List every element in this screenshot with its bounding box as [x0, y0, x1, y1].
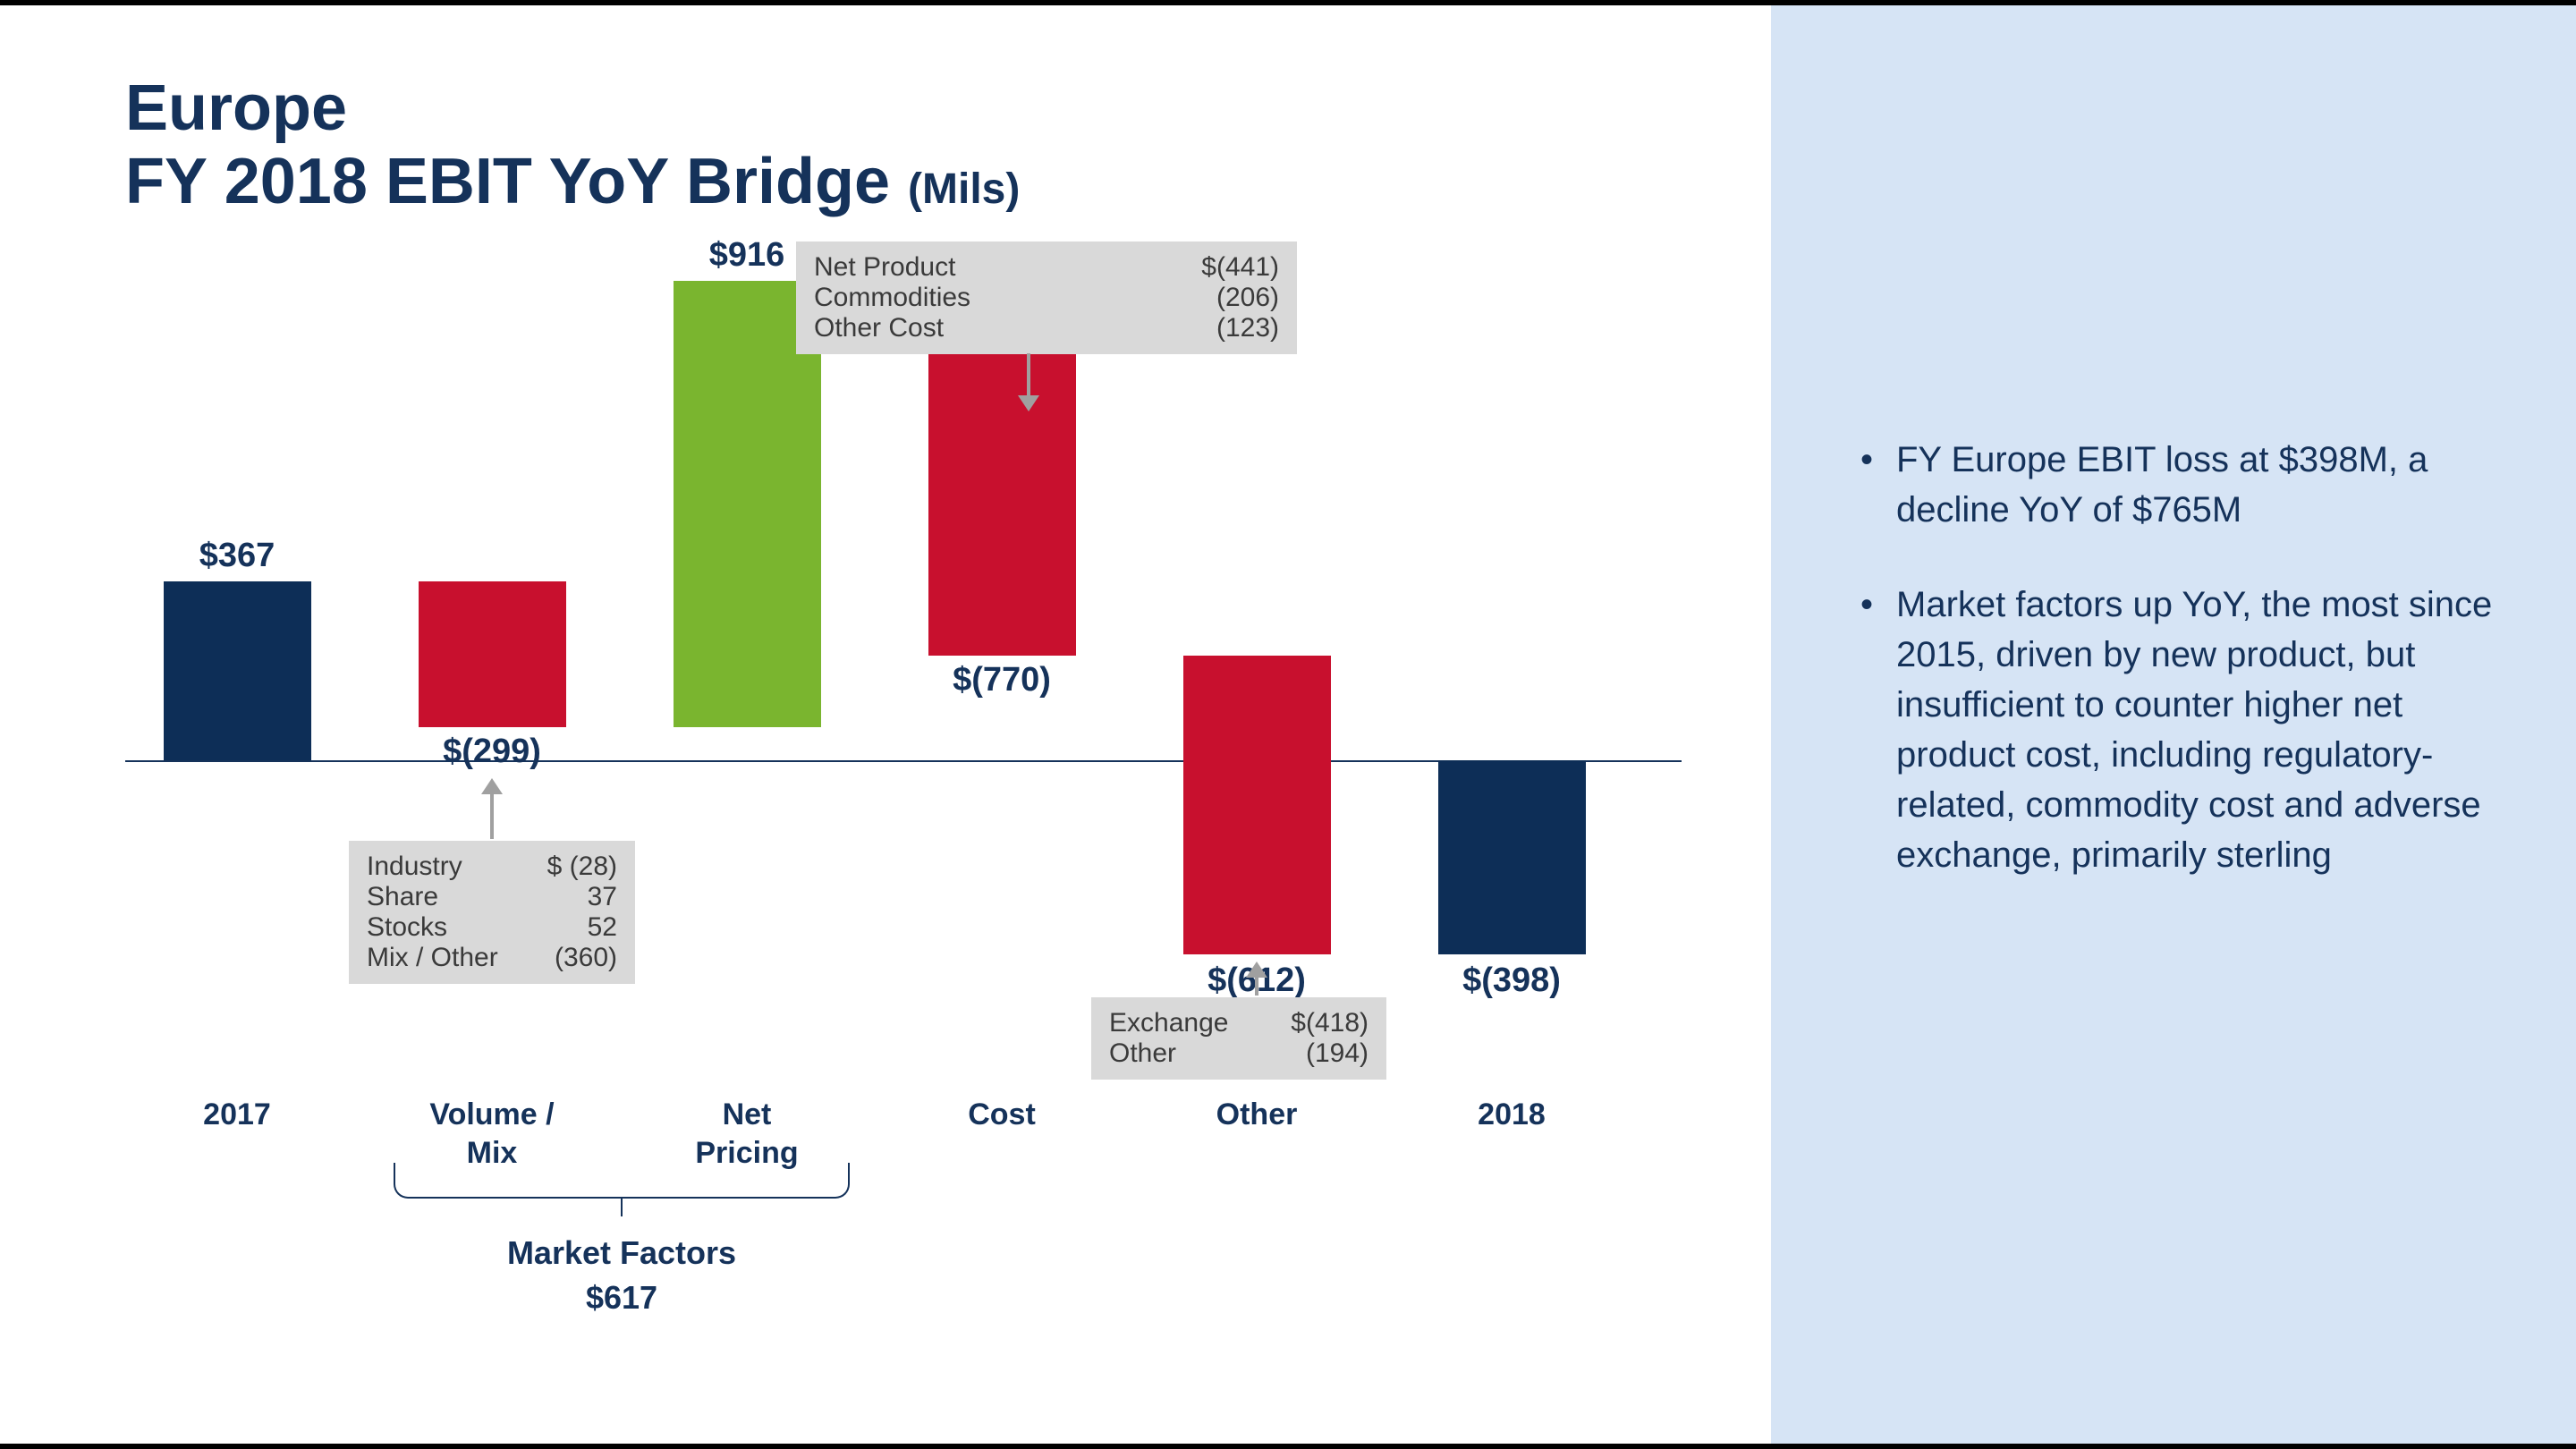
- value-label-netpricing: $916: [709, 236, 785, 275]
- callout-key: Exchange: [1109, 1008, 1228, 1038]
- bar-end: [1438, 760, 1586, 954]
- title-block: Europe FY 2018 EBIT YoY Bridge (Mils): [125, 72, 1020, 218]
- callout-row: Other Cost (123): [814, 313, 1279, 343]
- value-label-start: $367: [199, 537, 275, 575]
- bar-start: [164, 581, 311, 760]
- market-factors-label: Market Factors: [507, 1234, 736, 1272]
- waterfall-chart: $3672017$(299)Volume / Mix$916Net Pricin…: [125, 250, 1699, 1324]
- callout-row: Other (194): [1109, 1038, 1368, 1069]
- callout-val: (360): [555, 943, 617, 973]
- market-factors-bracket-tail: [621, 1199, 623, 1216]
- callout-key: Other: [1109, 1038, 1176, 1069]
- callout-key: Commodities: [814, 283, 970, 313]
- value-label-volmix: $(299): [443, 733, 541, 771]
- callout-arrow-line: [1027, 353, 1030, 395]
- callout-key: Industry: [367, 852, 462, 882]
- callout-arrow-head: [481, 778, 503, 794]
- callout-val: 52: [588, 912, 617, 943]
- callout-arrow-head: [1246, 962, 1267, 978]
- title-main: FY 2018 EBIT YoY Bridge: [125, 146, 908, 217]
- title-line2: FY 2018 EBIT YoY Bridge (Mils): [125, 145, 1020, 218]
- callout-val: $(441): [1201, 252, 1279, 283]
- callout-row: Industry $ (28): [367, 852, 617, 882]
- value-label-cost: $(770): [953, 661, 1051, 699]
- callout-key: Share: [367, 882, 438, 912]
- callout-arrow-line: [1255, 978, 1258, 996]
- callout-arrow-line: [490, 794, 494, 839]
- bar-volmix: [419, 581, 566, 727]
- market-factors-bracket: [394, 1163, 850, 1199]
- callout-row: Commodities (206): [814, 283, 1279, 313]
- callout-arrow-head: [1018, 395, 1039, 411]
- axis-label-other: Other: [1216, 1096, 1298, 1134]
- callout-val: (123): [1216, 313, 1279, 343]
- axis-label-netpricing: Net Pricing: [695, 1096, 798, 1172]
- axis-label-volmix: Volume / Mix: [429, 1096, 554, 1172]
- bullet-list: FY Europe EBIT loss at $398M, a decline …: [1771, 5, 2576, 880]
- callout-other: Exchange $(418) Other (194): [1091, 997, 1386, 1080]
- callout-volmix: Industry$ (28)Share37Stocks52Mix / Other…: [349, 841, 635, 984]
- callout-val: (206): [1216, 283, 1279, 313]
- callout-key: Net Product: [814, 252, 955, 283]
- callout-val: $(418): [1291, 1008, 1368, 1038]
- title-line1: Europe: [125, 72, 1020, 145]
- callout-val: $ (28): [547, 852, 617, 882]
- axis-label-start: 2017: [203, 1096, 271, 1134]
- axis-label-end: 2018: [1478, 1096, 1546, 1134]
- callout-key: Stocks: [367, 912, 447, 943]
- callout-row: Net Product $(441): [814, 252, 1279, 283]
- callout-key: Mix / Other: [367, 943, 498, 973]
- axis-label-cost: Cost: [968, 1096, 1036, 1134]
- callout-row: Mix / Other (360): [367, 943, 617, 973]
- callout-row: Share 37: [367, 882, 617, 912]
- bar-other: [1183, 656, 1331, 954]
- right-panel: FY Europe EBIT loss at $398M, a decline …: [1771, 5, 2576, 1444]
- callout-row: Stocks 52: [367, 912, 617, 943]
- callout-key: Other Cost: [814, 313, 944, 343]
- callout-val: (194): [1306, 1038, 1368, 1069]
- bullet-item: FY Europe EBIT loss at $398M, a decline …: [1860, 435, 2504, 535]
- bullet-item: Market factors up YoY, the most since 20…: [1860, 580, 2504, 880]
- title-sub: (Mils): [908, 165, 1020, 213]
- callout-cost: Net Product$(441)Commodities(206)Other C…: [796, 242, 1297, 354]
- value-label-end: $(398): [1462, 962, 1561, 1000]
- market-factors-value: $617: [586, 1279, 657, 1317]
- callout-val: 37: [588, 882, 617, 912]
- callout-row: Exchange $(418): [1109, 1008, 1368, 1038]
